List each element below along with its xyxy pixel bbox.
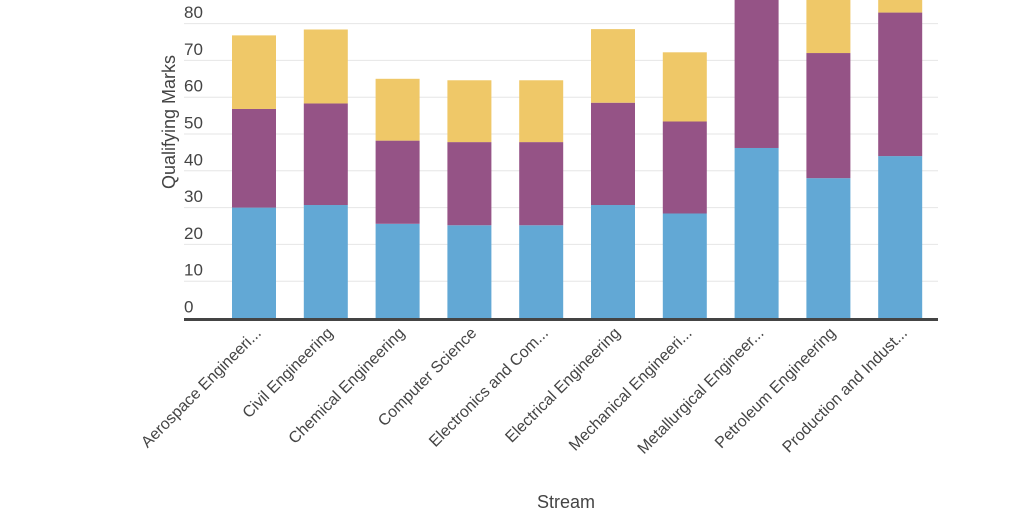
bar-segment-3 [519,80,564,143]
bar-segment-2 [806,53,851,179]
bar-segment-1 [447,225,492,318]
bar-segment-1 [232,207,276,318]
y-tick-label: 50 [184,113,203,132]
bar-segment-3 [662,52,707,122]
bar-segment-3 [591,29,635,103]
y-tick-label: 80 [184,3,203,22]
x-category-label: Petroleum Engineering [712,325,839,452]
y-tick-label: 40 [184,150,203,169]
bar-segment-1 [734,147,779,318]
bar-segment-3 [303,29,348,104]
x-category-label: Aerospace Engineeri... [138,325,264,451]
bar-segment-3 [878,0,923,13]
bar-segment-1 [662,213,707,318]
bar-segment-2 [878,12,923,157]
bar-segment-2 [734,0,779,148]
bar-segment-1 [519,225,564,318]
bar-segment-2 [662,121,707,214]
bar-segment-2 [447,142,492,226]
x-category-label: Electronics and Com... [426,325,552,451]
y-tick-label: 10 [184,261,203,280]
bars [232,0,923,318]
bar-segment-1 [591,205,635,318]
bar-segment-3 [806,0,851,54]
bar-segment-1 [303,205,348,318]
bar-segment-1 [375,223,420,318]
bar-segment-2 [232,108,276,208]
x-category-label: Chemical Engineering [286,325,409,448]
bar-segment-3 [232,35,276,109]
bar-segment-3 [375,78,420,141]
x-category-label: Mechanical Engineeri... [566,325,696,455]
bar-segment-1 [806,178,851,318]
bar-segment-2 [303,103,348,206]
bar-segment-3 [447,80,492,143]
bar-segment-1 [878,156,923,318]
bar-segment-2 [375,140,420,224]
x-category-label: Metallurgical Engineer... [635,325,768,458]
x-axis-title: Stream [537,492,595,512]
y-tick-label: 70 [184,40,203,59]
bar-segment-2 [591,102,635,206]
y-tick-label: 20 [184,224,203,243]
y-tick-label: 30 [184,187,203,206]
y-axis-title: Qualifying Marks [159,55,179,189]
y-tick-labels: 0 10 20 30 40 50 60 70 80 [184,3,203,316]
y-tick-label: 0 [184,297,193,316]
x-category-label: Production and Indust... [780,325,912,457]
x-category-labels: Aerospace Engineeri...Civil EngineeringC… [138,325,911,458]
bar-segment-2 [519,142,564,226]
y-tick-label: 60 [184,77,203,96]
